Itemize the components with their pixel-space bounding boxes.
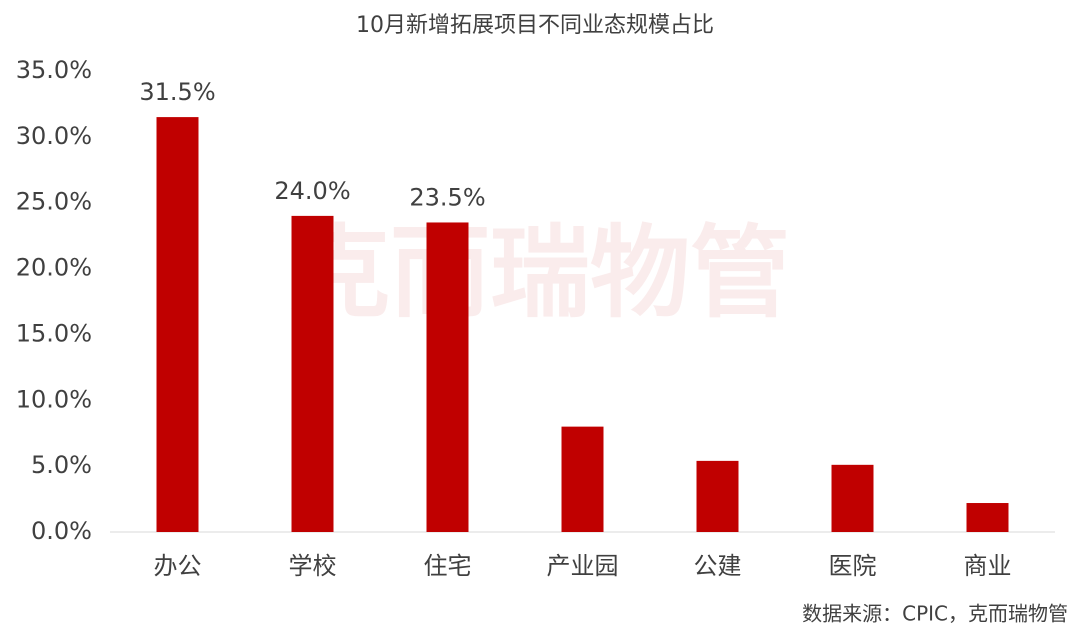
y-tick-label: 30.0% <box>16 122 92 150</box>
value-label: 23.5% <box>409 183 485 211</box>
bar <box>696 460 739 532</box>
chart-title: 10月新增拓展项目不同业态规模占比 <box>356 13 714 38</box>
bar <box>156 117 199 532</box>
bar <box>291 215 334 532</box>
y-tick-label: 20.0% <box>16 254 92 282</box>
value-label: 24.0% <box>274 177 350 205</box>
x-tick-label: 产业园 <box>547 552 619 580</box>
y-tick-label: 10.0% <box>16 385 92 413</box>
y-tick-label: 25.0% <box>16 188 92 216</box>
x-tick-label: 公建 <box>694 552 742 580</box>
bar <box>426 222 469 532</box>
x-tick-label: 医院 <box>829 552 877 580</box>
y-tick-label: 15.0% <box>16 319 92 347</box>
value-label: 31.5% <box>139 78 215 106</box>
x-tick-label: 办公 <box>154 552 202 580</box>
bar <box>831 464 874 532</box>
x-tick-label: 商业 <box>964 552 1012 580</box>
y-tick-label: 5.0% <box>31 451 92 479</box>
y-tick-label: 0.0% <box>31 517 92 545</box>
source-note: 数据来源：CPIC，克而瑞物管 <box>802 602 1068 626</box>
watermark: 克而瑞物管 <box>290 214 790 331</box>
bar <box>966 503 1009 532</box>
y-tick-label: 35.0% <box>16 56 92 84</box>
x-tick-label: 学校 <box>289 552 337 580</box>
x-tick-label: 住宅 <box>424 552 472 580</box>
bar <box>561 426 604 532</box>
